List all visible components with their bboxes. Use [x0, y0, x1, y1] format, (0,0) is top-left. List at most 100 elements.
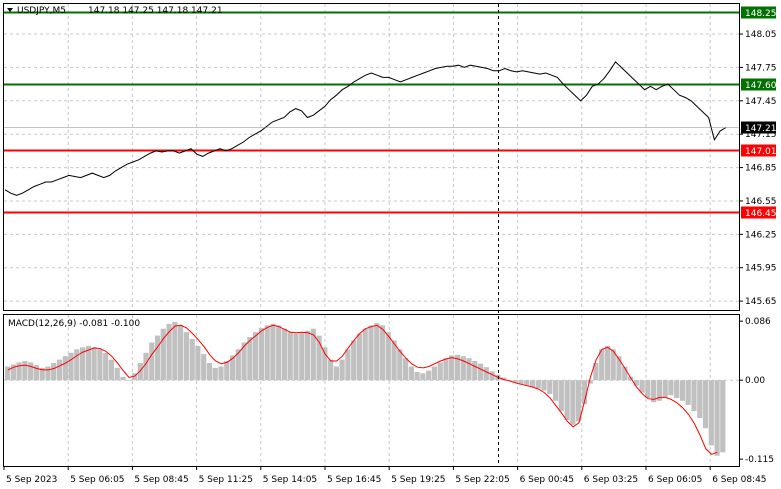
current-price-tag [741, 121, 776, 134]
macd-bar [483, 367, 489, 381]
x-tick-label: 5 Sep 2023 [6, 475, 57, 485]
macd-bar [16, 362, 22, 381]
macd-bar [685, 380, 691, 405]
macd-bar [206, 363, 213, 381]
price-panel[interactable]: 148.05 147.75 147.45 147.15 146.85 146.55 146.… [3, 3, 777, 311]
price-panel-frame [3, 3, 740, 311]
macd-bar [518, 380, 524, 385]
macd-bar [5, 366, 11, 381]
macd-panel[interactable]: 0.086 0.00 -0.115 MACD(12,26,9) -0.081 -0.… [3, 314, 775, 467]
macd-bar [679, 380, 686, 401]
x-tick-label: 5 Sep 08:45 [134, 475, 188, 485]
macd-bar [293, 333, 299, 381]
ohlc-label: 147.18 147.25 147.18 147.21 [88, 6, 223, 16]
y-tick-label: 147.75 [745, 63, 777, 73]
macd-bar [328, 359, 334, 381]
macd-bar [408, 366, 414, 381]
time-axis: 5 Sep 2023 5 Sep 06:05 5 Sep 08:45 5 Sep 11… [3, 466, 767, 485]
macd-bar [33, 365, 39, 381]
macd-bar [489, 371, 495, 381]
y-tick-label: 146.85 [745, 164, 777, 174]
level-tag [741, 78, 776, 91]
macd-bar [22, 361, 28, 381]
y-tick-label: 145.95 [745, 264, 777, 274]
macd-bar [333, 366, 339, 381]
price-line-group [4, 61, 727, 196]
macd-bar [28, 362, 34, 381]
macd-bar [426, 370, 432, 381]
macd-bar [235, 349, 241, 381]
macd-bar [189, 339, 195, 381]
macd-bar [379, 325, 386, 381]
x-tick-label: 5 Sep 22:05 [455, 475, 509, 485]
y-tick-label: 148.05 [745, 30, 777, 40]
macd-bar [356, 333, 362, 381]
macd-bar [270, 323, 276, 381]
macd-bar [126, 380, 132, 381]
macd-bar [581, 380, 587, 405]
macd-bar [616, 356, 622, 381]
macd-bar [241, 342, 247, 381]
macd-bar [351, 340, 357, 381]
price-grid [4, 4, 739, 310]
macd-bar [420, 373, 426, 381]
macd-bar [114, 367, 120, 381]
macd-y-tick-label: 0.00 [745, 376, 765, 386]
macd-bar [310, 328, 316, 381]
macd-bar [512, 380, 518, 383]
macd-bar [137, 363, 143, 381]
y-tick-label: 145.65 [745, 297, 777, 307]
macd-bar [414, 372, 420, 381]
macd-bar [385, 332, 391, 381]
level-tag [741, 206, 776, 219]
macd-bar [633, 380, 639, 386]
macd-y-tick-label: -0.115 [745, 455, 774, 465]
macd-bar [253, 332, 259, 381]
macd-bar [230, 355, 236, 381]
macd-bar [501, 377, 507, 381]
current-price-group: 147.21 [4, 121, 777, 134]
macd-bar [183, 332, 189, 381]
macd-bar [368, 325, 374, 381]
macd-bar [478, 363, 484, 381]
macd-bar [403, 358, 409, 381]
x-tick-label: 5 Sep 14:05 [263, 475, 317, 485]
y-tick-label: 147.15 [745, 130, 777, 140]
macd-bar [397, 349, 403, 381]
macd-bar [668, 380, 674, 396]
macd-bar [553, 380, 559, 401]
dropdown-triangle-icon[interactable] [7, 8, 13, 12]
macd-bar [576, 380, 582, 422]
macd-bar [201, 354, 207, 381]
macd-bar [62, 356, 68, 381]
macd-bar [472, 361, 478, 381]
price-levels: 148.25 147.60 147.01 146.45 [4, 6, 777, 219]
macd-bar [541, 380, 547, 391]
x-tick-label: 6 Sep 00:45 [520, 475, 574, 485]
macd-bar [166, 323, 172, 381]
macd-bar [697, 380, 703, 418]
price-y-axis: 148.05 147.75 147.45 147.15 146.85 146.55 146.… [739, 30, 777, 307]
macd-bar [120, 376, 126, 381]
x-tick-label: 6 Sep 06:05 [648, 475, 702, 485]
macd-signal-group [7, 324, 718, 455]
macd-bar [391, 340, 397, 381]
x-tick-label: 5 Sep 19:25 [391, 475, 445, 485]
macd-y-tick-label: 0.086 [745, 317, 771, 327]
macd-bar [97, 349, 103, 381]
macd-bar [178, 325, 184, 381]
x-tick-label: 6 Sep 08:45 [712, 475, 766, 485]
x-tick-label: 5 Sep 11:25 [199, 475, 253, 485]
level-tag [741, 144, 776, 157]
macd-bar [714, 380, 720, 456]
macd-bar [449, 355, 455, 381]
macd-bar [431, 366, 437, 381]
macd-bar [172, 321, 178, 381]
macd-y-axis: 0.086 0.00 -0.115 [739, 317, 774, 465]
current-price-label: 147.21 [745, 124, 777, 134]
level-tag-label: 147.01 [745, 147, 777, 157]
macd-bar [437, 362, 443, 381]
macd-bar [547, 380, 553, 394]
macd-bar [460, 356, 466, 381]
